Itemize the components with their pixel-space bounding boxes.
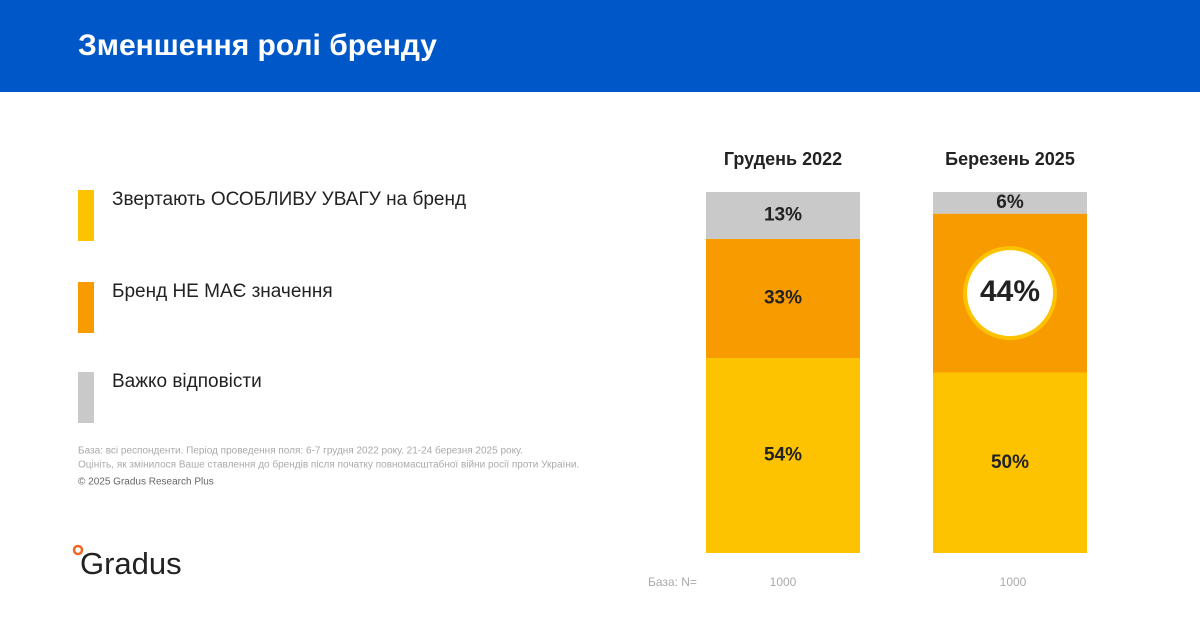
header-title: Зменшення ролі бренду bbox=[78, 29, 437, 62]
value-label: 13% bbox=[764, 204, 802, 225]
highlight-circle bbox=[963, 246, 1057, 341]
base-value: 1000 bbox=[1000, 575, 1027, 589]
bar-segment bbox=[933, 372, 1087, 553]
column-title: Березень 2025 bbox=[945, 149, 1075, 169]
copyright: © 2025 Gradus Research Plus bbox=[78, 477, 214, 488]
legend-swatch bbox=[78, 190, 94, 241]
legend-label: Важко відповісти bbox=[112, 371, 262, 392]
bar-segment bbox=[706, 192, 860, 239]
legend-label: Бренд НЕ МАЄ значення bbox=[112, 281, 333, 302]
base-label: База: N= bbox=[648, 575, 697, 589]
note: База: всі респонденти. Період проведення… bbox=[78, 445, 523, 457]
column-title: Грудень 2022 bbox=[724, 149, 842, 169]
bar-segment bbox=[706, 358, 860, 553]
logo-dot bbox=[72, 544, 84, 556]
value-label: 50% bbox=[991, 452, 1029, 473]
note: Оцініть, як змінилося Ваше ставлення до … bbox=[78, 459, 579, 471]
legend-swatch bbox=[78, 282, 94, 333]
legend-swatch bbox=[78, 372, 94, 423]
bar-segment bbox=[706, 238, 860, 359]
logo: Gradus bbox=[80, 546, 182, 581]
legend-label: Звертають ОСОБЛИВУ УВАГУ на бренд bbox=[112, 189, 466, 210]
value-label: 6% bbox=[996, 192, 1024, 213]
value-label: 54% bbox=[764, 445, 802, 466]
value-label: 44% bbox=[980, 275, 1040, 308]
value-label: 33% bbox=[764, 288, 802, 309]
bar-segment bbox=[933, 192, 1087, 214]
base-value: 1000 bbox=[770, 575, 797, 589]
header-bar bbox=[0, 0, 1200, 92]
